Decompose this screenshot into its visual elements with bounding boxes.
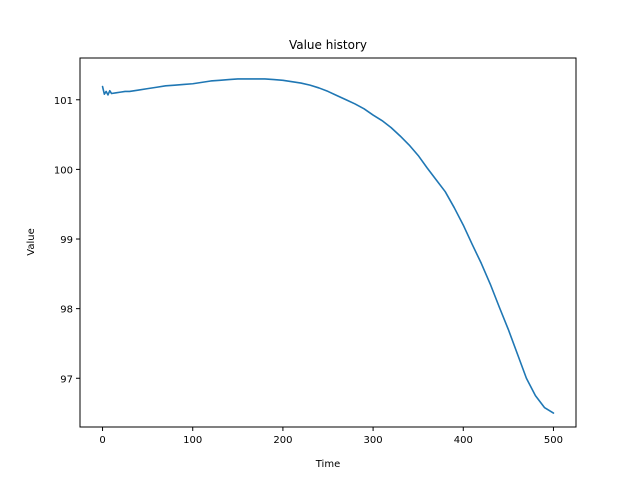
x-axis: 0 100 200 300 400 500	[99, 427, 563, 446]
y-axis: 97 98 99 100 101	[54, 96, 80, 385]
x-tick-label: 300	[364, 435, 383, 446]
chart-title: Value history	[289, 38, 367, 52]
x-tick-label: 100	[183, 435, 202, 446]
plot-area	[101, 78, 555, 414]
x-tick-label: 200	[273, 435, 292, 446]
y-tick-label: 101	[54, 96, 73, 107]
x-tick-label: 400	[454, 435, 473, 446]
y-tick-label: 99	[60, 235, 73, 246]
y-tick-label: 98	[60, 305, 73, 316]
y-axis-label: Value	[26, 228, 37, 255]
series-line-0	[101, 78, 555, 414]
axes-frame	[79, 57, 577, 428]
x-axis-label: Time	[315, 459, 340, 470]
x-tick-label: 0	[99, 435, 105, 446]
x-tick-label: 500	[544, 435, 563, 446]
y-tick-label: 97	[60, 374, 73, 385]
y-tick-label: 100	[54, 165, 73, 176]
